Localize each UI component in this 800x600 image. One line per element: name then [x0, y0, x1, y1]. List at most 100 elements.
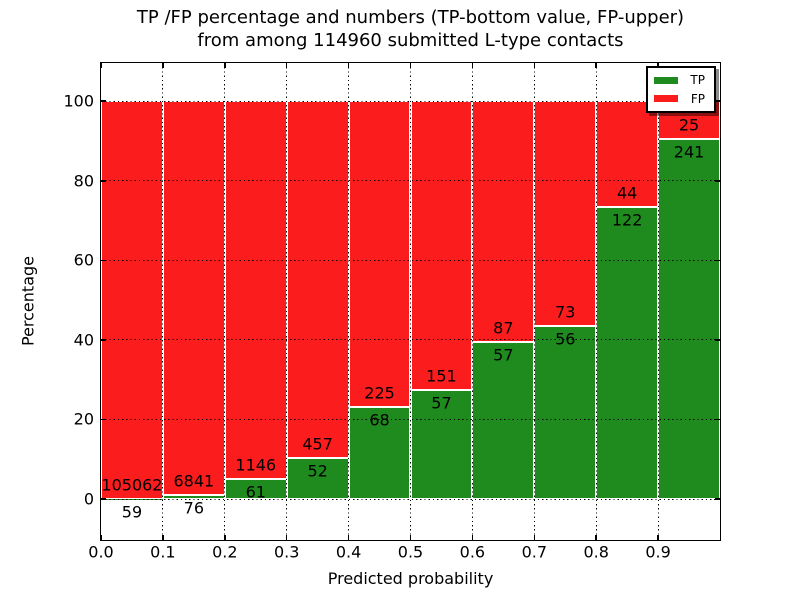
tp-count-label: 68 — [369, 410, 390, 430]
fp-legend-swatch — [654, 95, 678, 103]
tp-bar-segment — [410, 390, 473, 500]
x-tick-mark — [347, 535, 350, 540]
fp-bar-segment — [162, 101, 225, 495]
fp-bar-segment — [596, 101, 659, 207]
grid-vline — [348, 63, 350, 540]
fp-count-label: 105062 — [101, 475, 163, 495]
fp-bar-segment — [101, 101, 163, 499]
x-tick-label: 0.7 — [521, 542, 548, 562]
x-tick-mark — [224, 535, 226, 540]
x-tick-mark — [471, 535, 474, 540]
tp-legend-label: TP — [690, 73, 705, 88]
fp-legend-label: FP — [690, 91, 705, 106]
grid-vline — [657, 63, 659, 540]
tp-count-label: 56 — [555, 329, 576, 349]
tp-bar-segment — [658, 138, 720, 500]
y-tick-label: 20 — [73, 409, 94, 429]
grid-vline — [224, 63, 226, 540]
chart-title-line1: TP /FP percentage and numbers (TP-bottom… — [136, 7, 685, 28]
grid-hline — [101, 259, 720, 261]
x-tick-mark — [595, 63, 597, 68]
fp-count-label: 25 — [678, 115, 700, 135]
tp-bar-segment — [596, 206, 659, 500]
x-tick-mark — [595, 535, 597, 540]
grid-vline — [410, 63, 411, 540]
x-tick-mark — [224, 63, 226, 68]
grid-vline — [471, 63, 473, 540]
y-tick-mark — [101, 418, 106, 421]
tp-count-label: 57 — [493, 345, 514, 365]
tp-count-label: 76 — [183, 498, 205, 518]
x-tick-label: 0.9 — [645, 542, 671, 562]
legend: TP FP — [646, 66, 716, 113]
y-tick-label: 40 — [73, 330, 94, 350]
x-tick-label: 0.0 — [88, 542, 114, 562]
fp-bar-segment — [410, 101, 473, 390]
fp-count-label: 1146 — [235, 455, 277, 475]
x-tick-label: 0.1 — [150, 542, 176, 562]
x-tick-mark — [347, 63, 350, 68]
y-tick-mark — [101, 339, 106, 341]
x-tick-mark — [162, 535, 164, 540]
legend-item-tp: TP — [648, 73, 714, 87]
fp-bar-segment — [286, 101, 349, 459]
tp-legend-swatch — [654, 76, 678, 84]
y-tick-mark — [715, 339, 720, 341]
x-tick-label: 0.6 — [459, 542, 486, 562]
grid-vline — [162, 63, 164, 540]
fp-count-label: 73 — [555, 302, 576, 322]
x-tick-mark — [409, 63, 412, 68]
fp-count-label: 44 — [616, 183, 638, 203]
tp-count-label: 59 — [121, 502, 143, 522]
x-tick-label: 0.8 — [583, 542, 609, 562]
grid-vline — [286, 63, 288, 540]
x-tick-mark — [162, 63, 164, 68]
chart-title: TP /FP percentage and numbers (TP-bottom… — [101, 6, 720, 52]
fp-count-label: 457 — [302, 434, 333, 454]
x-tick-label: 0.5 — [397, 542, 424, 562]
y-tick-label: 60 — [73, 250, 94, 270]
tp-bar-segment — [286, 458, 349, 500]
tp-bar-segment — [534, 326, 597, 499]
grid-vline — [595, 63, 597, 540]
y-tick-mark — [715, 498, 720, 500]
y-tick-mark — [101, 259, 106, 262]
legend-item-fp: FP — [648, 92, 714, 106]
y-tick-mark — [101, 180, 106, 182]
fp-count-label: 151 — [426, 366, 457, 386]
y-tick-mark — [715, 100, 720, 102]
grid-hline — [101, 418, 720, 420]
grid-hline — [101, 180, 720, 182]
y-tick-label: 100 — [63, 91, 94, 111]
fp-count-label: 6841 — [173, 471, 215, 491]
x-tick-label: 0.3 — [273, 542, 300, 562]
x-tick-mark — [100, 535, 102, 540]
tp-count-label: 52 — [307, 461, 328, 481]
tp-count-label: 61 — [245, 482, 266, 502]
grid-hline — [101, 100, 720, 102]
y-tick-label: 0 — [83, 489, 94, 509]
tp-count-label: 57 — [431, 393, 452, 413]
x-tick-mark — [285, 63, 288, 68]
tp-count-label: 241 — [673, 142, 705, 162]
y-tick-mark — [101, 498, 106, 500]
x-tick-mark — [657, 535, 659, 540]
fp-bar-segment — [534, 101, 597, 327]
x-tick-mark — [409, 535, 412, 540]
fp-bar-segment — [472, 101, 535, 342]
chart-title-line2: from among 114960 submitted L-type conta… — [197, 30, 624, 51]
x-tick-mark — [657, 63, 659, 68]
fp-bar-segment — [224, 101, 287, 479]
plot-area: 105062 59 6841 76 1146 61 457 52 225 68 151 57 87 57 7… — [100, 63, 720, 540]
x-tick-mark — [471, 63, 474, 68]
tp-count-label: 122 — [611, 210, 643, 230]
y-tick-mark — [715, 418, 720, 421]
fp-bar-segment — [348, 101, 411, 407]
y-tick-label: 80 — [73, 171, 94, 191]
x-axis-label: Predicted probability — [327, 569, 494, 588]
grid-hline — [101, 339, 720, 341]
x-tick-label: 0.2 — [212, 542, 238, 562]
fp-count-label: 225 — [364, 383, 395, 403]
x-tick-mark — [533, 535, 536, 540]
